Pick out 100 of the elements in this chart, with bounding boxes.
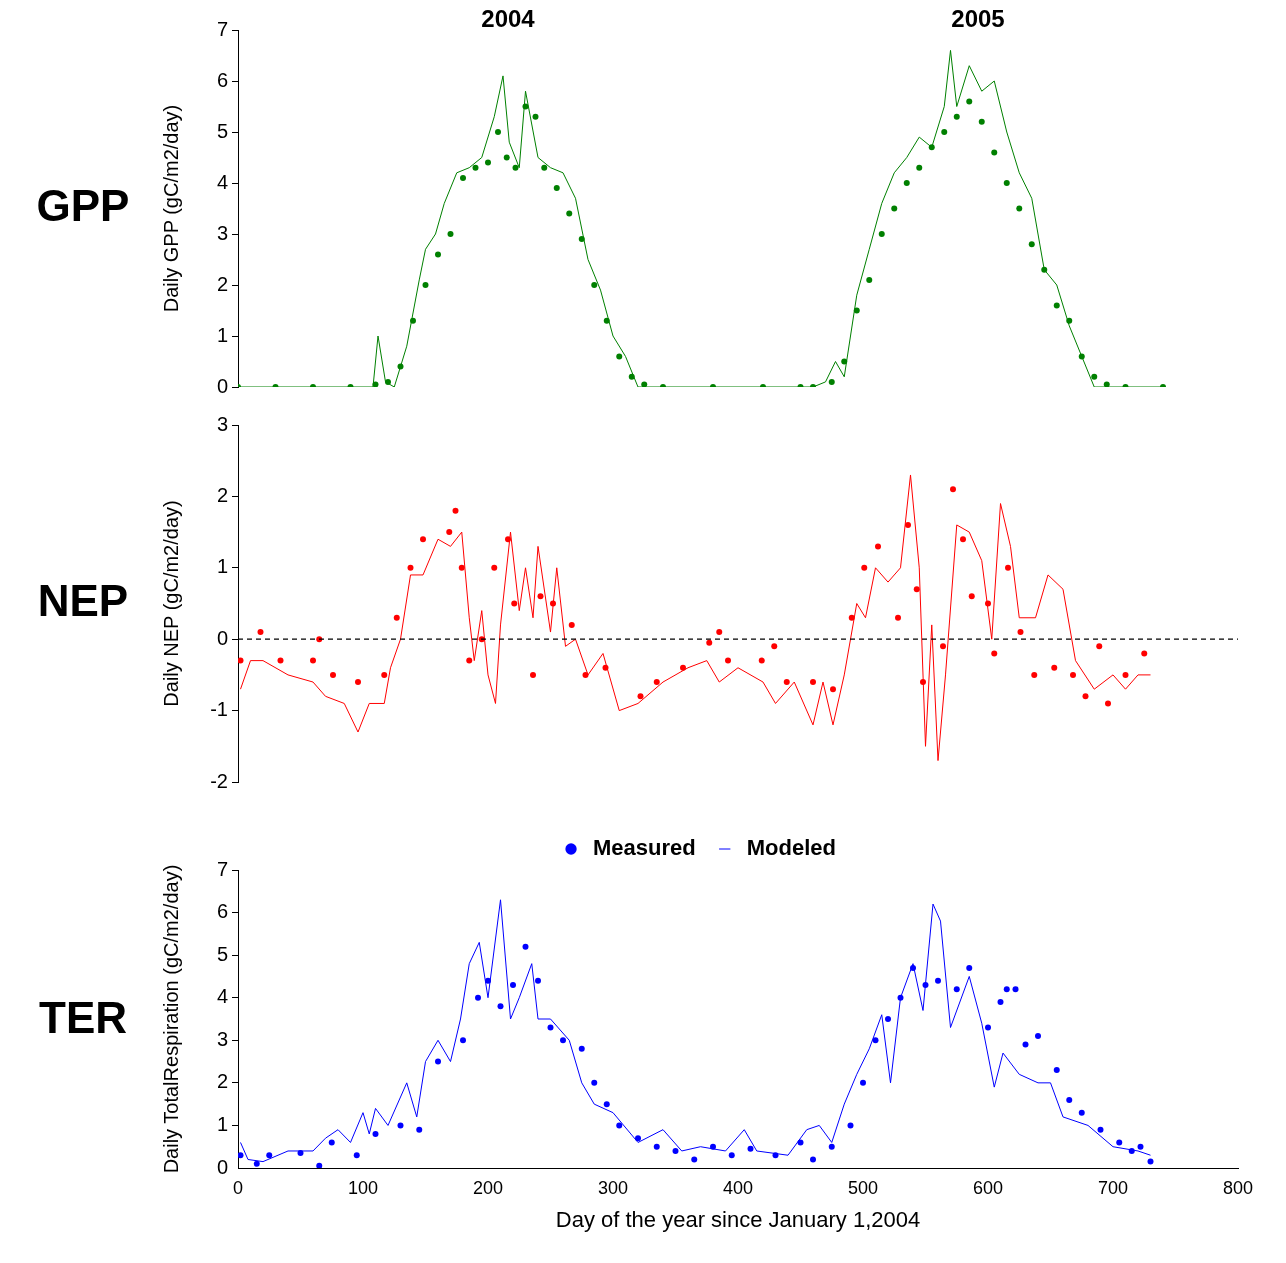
point: [910, 964, 916, 971]
point: [935, 977, 941, 984]
point: [447, 231, 454, 237]
text: TER: [38, 993, 128, 1043]
point: [1116, 1139, 1123, 1146]
point: [866, 276, 873, 283]
point: [953, 113, 960, 120]
point: [885, 1016, 891, 1022]
point: [422, 282, 429, 288]
point: [578, 1045, 585, 1052]
point: [747, 1145, 754, 1152]
point: [603, 317, 610, 324]
point: [810, 1156, 816, 1163]
point: [1003, 180, 1010, 186]
point: [297, 1150, 304, 1157]
point: [783, 679, 790, 686]
point: [872, 1037, 879, 1044]
point: [497, 1003, 504, 1010]
point: [1141, 650, 1148, 657]
x-tick-label: 400: [722, 1177, 754, 1198]
point: [928, 144, 935, 151]
point: [966, 98, 973, 105]
annotation: 2005: [951, 4, 1005, 32]
point: [905, 521, 911, 528]
point: [891, 205, 898, 212]
y-tick-label: 5: [216, 942, 228, 965]
point: [1035, 1033, 1041, 1040]
point: [446, 529, 453, 536]
point: [950, 486, 956, 493]
point: [797, 1139, 804, 1146]
point: [616, 1122, 623, 1129]
point: [653, 679, 660, 686]
point: [316, 1162, 323, 1168]
point: [878, 231, 885, 237]
y-tick-label: -1: [210, 698, 228, 721]
point: [560, 1037, 566, 1044]
point: [841, 358, 848, 365]
x-tick-label: 200: [472, 1177, 504, 1198]
point: [716, 629, 723, 636]
point: [460, 174, 466, 181]
point: [706, 639, 713, 646]
point: [535, 977, 541, 984]
point: [903, 180, 910, 186]
point: [920, 679, 926, 686]
point: [1097, 1126, 1104, 1133]
point: [330, 671, 336, 678]
point: [591, 1079, 598, 1086]
point: [691, 1156, 698, 1163]
point: [491, 564, 498, 571]
point: [353, 1152, 360, 1159]
y-tick-label: 0: [216, 626, 228, 649]
x-tick-label: 500: [847, 1177, 879, 1198]
point: [771, 643, 778, 650]
y-axis-title: Daily NEP (gC/m2/day): [159, 500, 182, 707]
point: [328, 1139, 335, 1146]
point: [1016, 205, 1023, 212]
point: [435, 1058, 441, 1065]
point: [503, 154, 510, 161]
point: [1096, 643, 1103, 650]
point: [616, 353, 623, 360]
point: [550, 600, 556, 607]
point: [641, 381, 648, 387]
point: [847, 1122, 854, 1129]
point: [828, 378, 835, 385]
y-tick-label: 2: [216, 483, 228, 506]
point: [728, 1152, 735, 1159]
x-tick-label: 600: [972, 1177, 1004, 1198]
point: [1031, 671, 1038, 678]
point: [853, 307, 860, 314]
point: [1051, 664, 1058, 671]
point: [997, 998, 1004, 1005]
point: [452, 507, 459, 514]
point: [582, 671, 589, 678]
point: [861, 564, 868, 571]
point: [277, 657, 284, 664]
point: [372, 381, 379, 387]
point: [1137, 1143, 1144, 1150]
point: [475, 994, 481, 1001]
point: [725, 657, 731, 664]
y-tick-label: 7: [216, 857, 228, 880]
y-tick-label: 3: [216, 1027, 228, 1050]
y-tick-label: 4: [216, 170, 228, 193]
point: [1053, 1067, 1060, 1074]
y-tick-label: 2: [216, 1070, 228, 1093]
point: [985, 600, 991, 607]
point: [1005, 564, 1011, 571]
point: [578, 236, 585, 243]
point: [985, 1024, 991, 1031]
point: [1017, 629, 1024, 636]
y-tick-label: 3: [216, 221, 228, 244]
point: [372, 1130, 379, 1137]
y-tick-label: 1: [216, 323, 228, 346]
point: [966, 964, 973, 971]
legend-label: Measured: [593, 835, 696, 861]
y-tick-label: 0: [216, 1155, 228, 1178]
point: [637, 693, 644, 700]
point: [941, 129, 948, 135]
point: [680, 664, 686, 671]
y-tick-label: 6: [216, 900, 228, 923]
point: [603, 1101, 610, 1108]
